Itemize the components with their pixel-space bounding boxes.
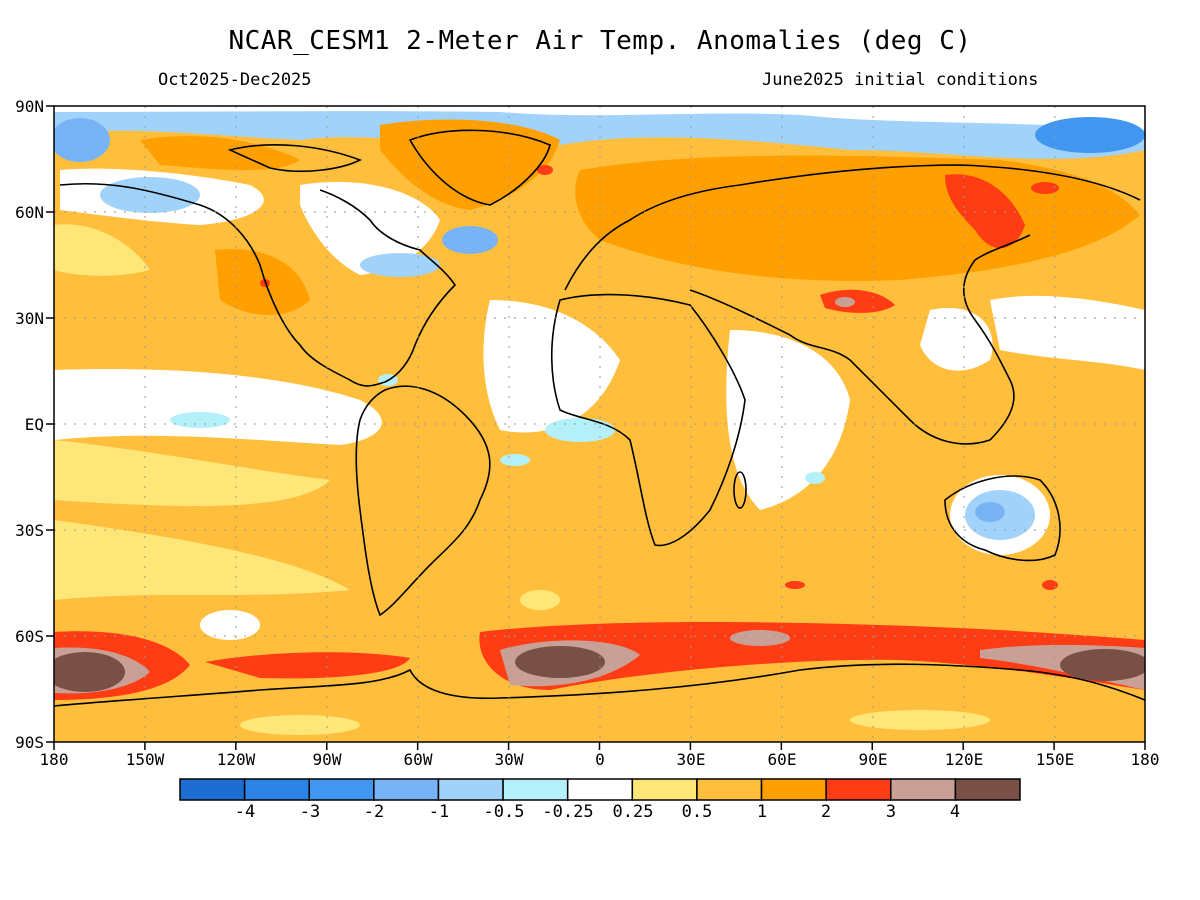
colorbar-label: -2 <box>363 802 385 822</box>
lon-label: 30E <box>676 750 706 769</box>
colorbar-label: -0.5 <box>483 802 525 822</box>
map-title: NCAR_CESM1 2-Meter Air Temp. Anomalies (… <box>228 26 972 56</box>
axis-ticks <box>46 105 1146 750</box>
colorbar-label: 4 <box>949 802 961 822</box>
lon-label: 90W <box>312 750 342 769</box>
colorbar-label: -3 <box>299 802 321 822</box>
colorbar-swatch <box>696 778 763 801</box>
lat-label: 60S <box>15 627 44 646</box>
colorbar <box>179 778 1021 801</box>
lat-label: 90N <box>15 97 44 116</box>
lon-label: 30W <box>494 750 524 769</box>
anomaly-field <box>54 106 1145 742</box>
colorbar-label: 0.25 <box>612 802 654 822</box>
lon-label: 0 <box>595 750 605 769</box>
forecast-period: Oct2025-Dec2025 <box>158 70 312 90</box>
colorbar-label: 1 <box>756 802 768 822</box>
lon-label: 150E <box>1035 750 1075 769</box>
colorbar-swatch <box>890 778 957 801</box>
lon-label: 60E <box>767 750 797 769</box>
lat-label: 60N <box>15 203 44 222</box>
lon-label: 180 <box>39 750 69 769</box>
lon-label: 120W <box>216 750 256 769</box>
lat-label: 90S <box>15 733 44 752</box>
lat-label: EQ <box>24 415 44 434</box>
colorbar-label: -0.25 <box>542 802 594 822</box>
colorbar-label: 2 <box>820 802 832 822</box>
colorbar-swatch <box>502 778 569 801</box>
colorbar-swatch <box>566 778 634 801</box>
colorbar-swatch <box>179 778 246 801</box>
colorbar-swatch <box>954 778 1021 801</box>
colorbar-label: -4 <box>234 802 256 822</box>
lon-label: 150W <box>125 750 165 769</box>
coastlines <box>54 129 1145 707</box>
initial-conditions: June2025 initial conditions <box>762 70 1039 90</box>
colorbar-swatch <box>308 778 375 801</box>
gridlines <box>54 106 1145 742</box>
lat-label: 30N <box>15 309 44 328</box>
colorbar-swatch <box>437 778 504 801</box>
colorbar-label: 0.5 <box>681 802 713 822</box>
colorbar-swatch <box>825 778 892 801</box>
colorbar-swatch <box>631 778 698 801</box>
lon-label: 180 <box>1130 750 1160 769</box>
lat-label: 30S <box>15 521 44 540</box>
lon-label: 90E <box>858 750 888 769</box>
colorbar-swatch <box>373 778 440 801</box>
lon-label: 60W <box>403 750 433 769</box>
colorbar-swatch <box>243 778 310 801</box>
colorbar-label: -1 <box>428 802 450 822</box>
colorbar-label: 3 <box>885 802 897 822</box>
colorbar-swatch <box>760 778 827 801</box>
lon-label: 120E <box>944 750 984 769</box>
